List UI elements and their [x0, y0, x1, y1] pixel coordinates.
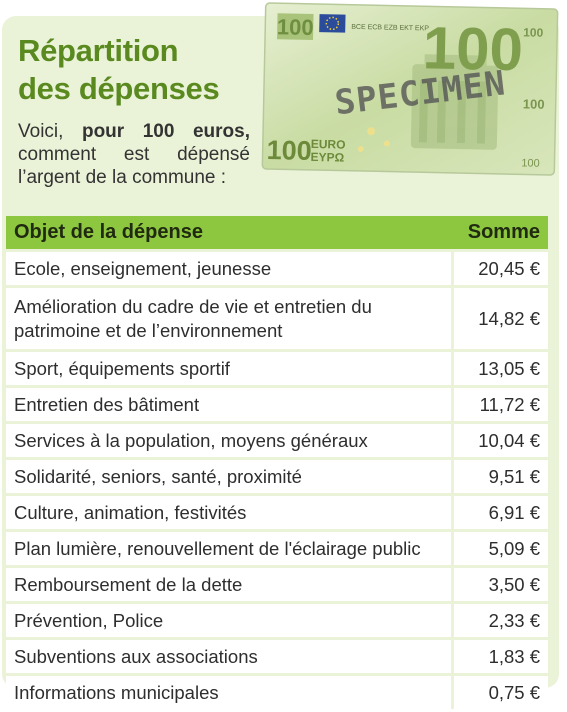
row-label: Sport, équipements sportif — [6, 352, 451, 385]
table-row: Culture, animation, festivités 6,91 € — [6, 496, 548, 529]
column-header-amount: Somme — [451, 216, 548, 249]
row-label: Remboursement de la dette — [6, 568, 451, 601]
row-label: Prévention, Police — [6, 604, 451, 637]
column-header-item: Objet de la dépense — [6, 216, 451, 249]
title-line-1: Répartition — [18, 33, 179, 68]
row-amount: 10,04 € — [451, 424, 548, 457]
banknote-serial: BCE ECB EZB EKT EKP — [351, 24, 429, 33]
row-amount: 5,09 € — [451, 532, 548, 565]
row-label: Plan lumière, renouvellement de l'éclair… — [6, 532, 451, 565]
table-row: Remboursement de la dette 3,50 € — [6, 568, 548, 601]
banknote-value-small: 100 — [277, 14, 314, 40]
row-amount: 0,75 € — [451, 676, 548, 709]
row-label: Solidarité, seniors, santé, proximité — [6, 460, 451, 493]
table-row: Prévention, Police 2,33 € — [6, 604, 548, 637]
table-row: Amélioration du cadre de vie et entretie… — [6, 288, 548, 349]
banknote-image: 100 BCE ECB EZB EKT EKP 100 100 100 100 … — [260, 1, 559, 177]
table-row: Plan lumière, renouvellement de l'éclair… — [6, 532, 548, 565]
table-row: Entretien des bâtiment 11,72 € — [6, 388, 548, 421]
intro-post: comment est dépensé l’argent de la commu… — [18, 144, 250, 188]
intro-text: Voici, pour 100 euros, comment est dépen… — [18, 120, 250, 189]
table-row: Informations municipales 0,75 € — [6, 676, 548, 709]
row-label: Subventions aux associations — [6, 640, 451, 673]
row-amount: 3,50 € — [451, 568, 548, 601]
row-label: Amélioration du cadre de vie et entretie… — [6, 288, 451, 349]
title-line-2: des dépenses — [18, 71, 220, 106]
banknote-value-corner-top: 100 — [523, 25, 544, 39]
table-row: Services à la population, moyens générau… — [6, 424, 548, 457]
row-label: Informations municipales — [6, 676, 451, 709]
row-amount: 9,51 € — [451, 460, 548, 493]
row-label: Ecole, enseignement, jeunesse — [6, 252, 451, 285]
row-amount: 20,45 € — [451, 252, 548, 285]
banknote-currency: EURO — [311, 137, 346, 152]
intro-pre: Voici, — [18, 121, 82, 142]
row-amount: 6,91 € — [451, 496, 548, 529]
intro-bold: pour 100 euros, — [81, 121, 250, 142]
row-amount: 13,05 € — [451, 352, 548, 385]
banknote-value-bottom: 100 — [266, 135, 312, 166]
banknote-value-large: 100 — [422, 14, 523, 83]
row-amount: 14,82 € — [451, 288, 548, 349]
row-label: Services à la population, moyens générau… — [6, 424, 451, 457]
table-row: Ecole, enseignement, jeunesse 20,45 € — [6, 252, 548, 285]
row-label: Entretien des bâtiment — [6, 388, 451, 421]
page-title: Répartition des dépenses — [18, 32, 278, 108]
row-amount: 11,72 € — [451, 388, 548, 421]
banknote-illustration: 100 BCE ECB EZB EKT EKP 100 100 100 100 … — [261, 2, 559, 176]
eu-flag-icon — [319, 14, 346, 33]
expenses-table: Objet de la dépense Somme Ecole, enseign… — [6, 213, 548, 712]
row-amount: 1,83 € — [451, 640, 548, 673]
table-row: Subventions aux associations 1,83 € — [6, 640, 548, 673]
table-header-row: Objet de la dépense Somme — [6, 216, 548, 249]
banknote-value-corner-bottom: 100 — [521, 157, 540, 169]
banknote-value-corner-mid: 100 — [523, 96, 545, 111]
banknote-currency-greek: EYPΩ — [310, 150, 344, 165]
table-row: Solidarité, seniors, santé, proximité 9,5… — [6, 460, 548, 493]
table-row: Sport, équipements sportif 13,05 € — [6, 352, 548, 385]
row-label: Culture, animation, festivités — [6, 496, 451, 529]
row-amount: 2,33 € — [451, 604, 548, 637]
